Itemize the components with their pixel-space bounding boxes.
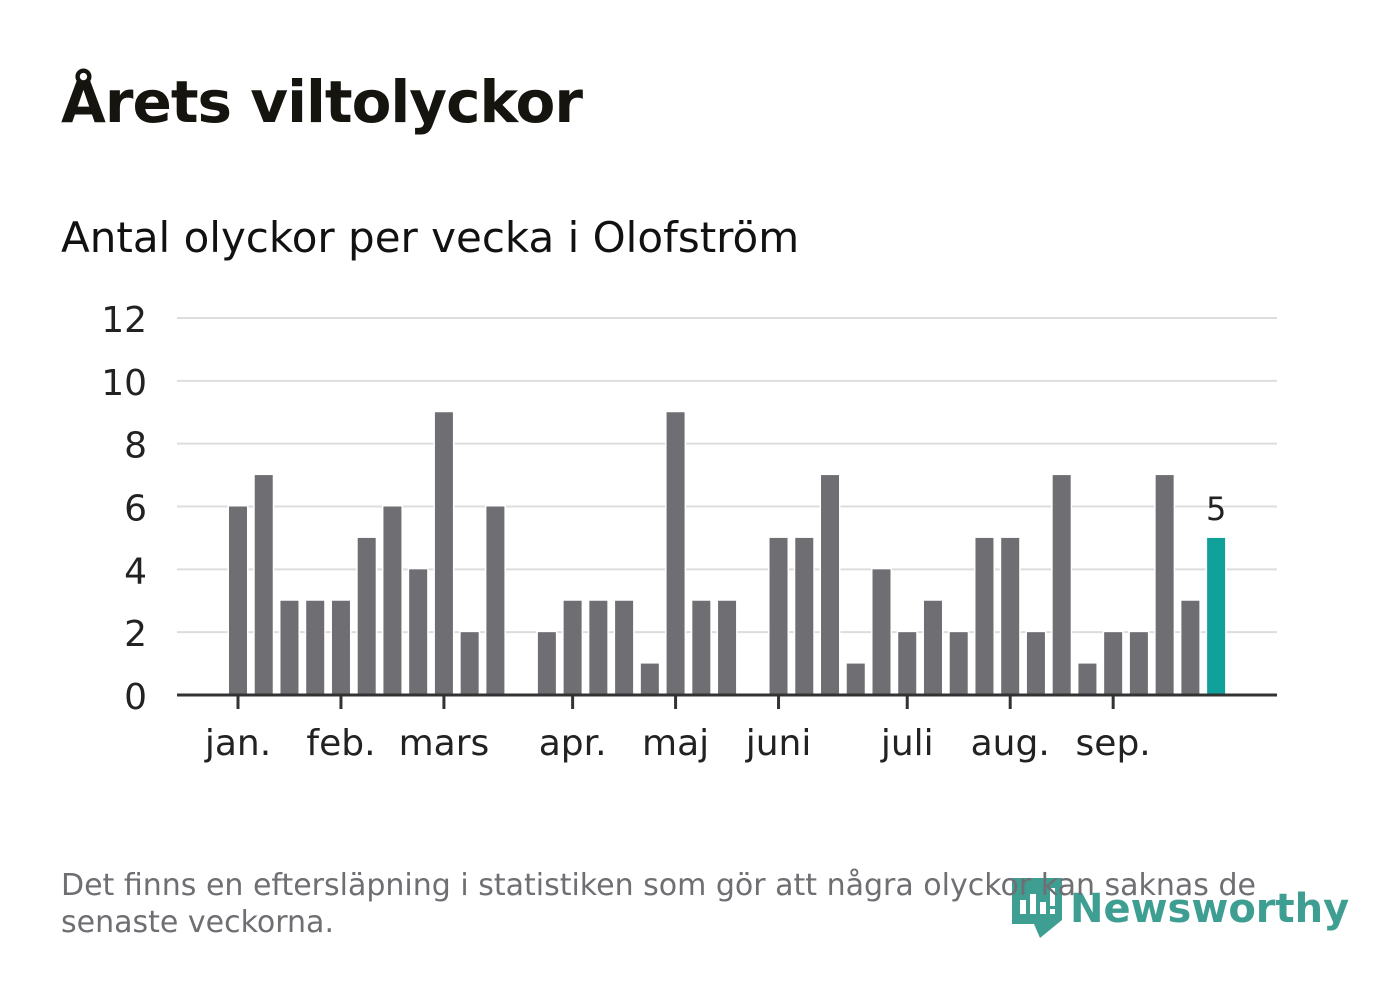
x-tick-label: aug. bbox=[971, 723, 1050, 764]
footnote: Det finns en eftersläpning i statistiken… bbox=[61, 868, 1256, 940]
bar bbox=[356, 536, 378, 697]
x-tick-label: apr. bbox=[539, 723, 607, 764]
y-tick-label: 0 bbox=[124, 677, 147, 718]
bar bbox=[973, 536, 995, 697]
bar bbox=[330, 599, 352, 697]
bar bbox=[536, 630, 558, 697]
x-tick-label: juli bbox=[880, 723, 934, 764]
bar bbox=[948, 630, 970, 697]
bar bbox=[999, 536, 1021, 697]
bar bbox=[922, 599, 944, 697]
bar bbox=[1154, 473, 1176, 697]
newsworthy-logo-text: Newsworthy bbox=[1070, 886, 1350, 932]
y-tick-label: 8 bbox=[124, 426, 147, 467]
bar bbox=[433, 410, 455, 697]
bar bbox=[1128, 630, 1150, 697]
bar bbox=[690, 599, 712, 697]
x-tick-label: maj bbox=[642, 723, 709, 764]
y-tick-label: 6 bbox=[124, 489, 147, 530]
bar bbox=[793, 536, 815, 697]
bar bbox=[562, 599, 584, 697]
bar bbox=[819, 473, 841, 697]
bar bbox=[613, 599, 635, 697]
bar bbox=[1205, 536, 1227, 697]
bar bbox=[381, 505, 403, 697]
y-tick-label: 10 bbox=[101, 363, 147, 404]
last-value-label: 5 bbox=[1206, 490, 1226, 528]
bar bbox=[407, 567, 429, 697]
bar bbox=[871, 567, 892, 697]
chart-title: Årets viltolyckor bbox=[61, 68, 583, 136]
newsworthy-logo: Newsworthy bbox=[1012, 878, 1349, 940]
bar bbox=[278, 599, 300, 697]
bar bbox=[896, 630, 918, 697]
bar bbox=[253, 473, 275, 697]
bar bbox=[484, 505, 506, 697]
chart-subtitle: Antal olyckor per vecka i Olofström bbox=[61, 213, 800, 262]
bar bbox=[1179, 599, 1201, 697]
bar bbox=[227, 505, 249, 697]
x-tick-label: mars bbox=[399, 723, 490, 764]
y-tick-label: 4 bbox=[124, 551, 147, 592]
bar bbox=[768, 536, 790, 697]
bar bbox=[1076, 662, 1098, 697]
y-tick-label: 12 bbox=[101, 300, 147, 341]
bar bbox=[304, 599, 326, 697]
bar bbox=[639, 662, 661, 697]
y-tick-label: 2 bbox=[124, 614, 147, 655]
bar bbox=[1051, 473, 1073, 697]
x-tick-label: sep. bbox=[1076, 723, 1151, 764]
bar bbox=[459, 630, 481, 697]
bar bbox=[665, 410, 687, 697]
bar bbox=[1025, 630, 1047, 697]
bar bbox=[587, 599, 609, 697]
x-tick-label: juni bbox=[745, 723, 812, 764]
newsworthy-logo-icon bbox=[1012, 878, 1062, 938]
bar bbox=[845, 662, 867, 697]
x-tick-label: feb. bbox=[306, 723, 375, 764]
bar bbox=[1102, 630, 1124, 697]
bar bbox=[716, 599, 738, 697]
x-tick-label: jan. bbox=[204, 723, 271, 764]
